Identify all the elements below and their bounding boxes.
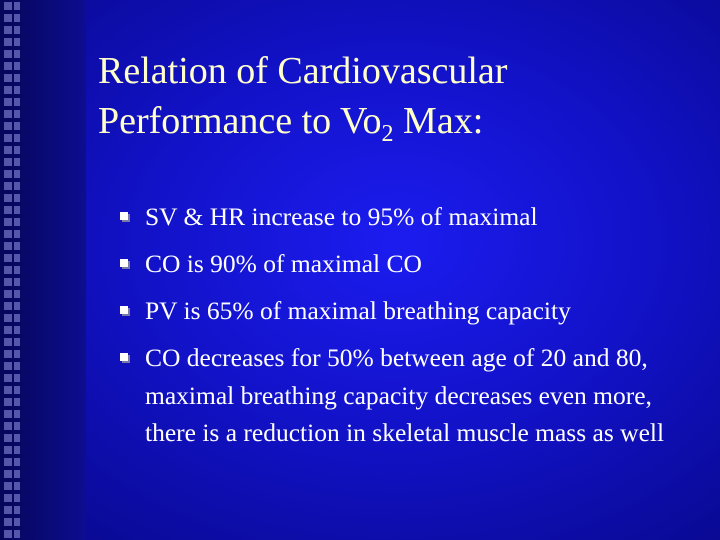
bullet-marker <box>120 306 128 314</box>
bullet-text: SV & HR increase to 95% of maximal <box>145 202 538 231</box>
title-line: Performance to Vo <box>98 100 382 142</box>
bullet-list: SV & HR increase to 95% of maximal CO is … <box>118 198 708 461</box>
title-subscript: 2 <box>381 121 394 147</box>
bullet-text: PV is 65% of maximal breathing capacity <box>145 296 571 325</box>
title-line: Max: <box>393 100 484 142</box>
slide-title: Relation of Cardiovascular Performance t… <box>98 46 698 146</box>
bullet-item: CO decreases for 50% between age of 20 a… <box>118 339 708 452</box>
square-pattern <box>4 2 20 538</box>
bullet-text: CO decreases for 50% between age of 20 a… <box>145 343 665 447</box>
bullet-marker <box>120 259 128 267</box>
bullet-marker <box>120 353 128 361</box>
title-line: Relation of Cardiovascular <box>98 50 508 92</box>
bullet-text: CO is 90% of maximal CO <box>145 249 422 278</box>
bullet-item: CO is 90% of maximal CO <box>118 245 708 283</box>
bullet-marker <box>120 212 128 220</box>
side-strip <box>0 0 86 540</box>
bullet-item: PV is 65% of maximal breathing capacity <box>118 292 708 330</box>
bullet-item: SV & HR increase to 95% of maximal <box>118 198 708 236</box>
